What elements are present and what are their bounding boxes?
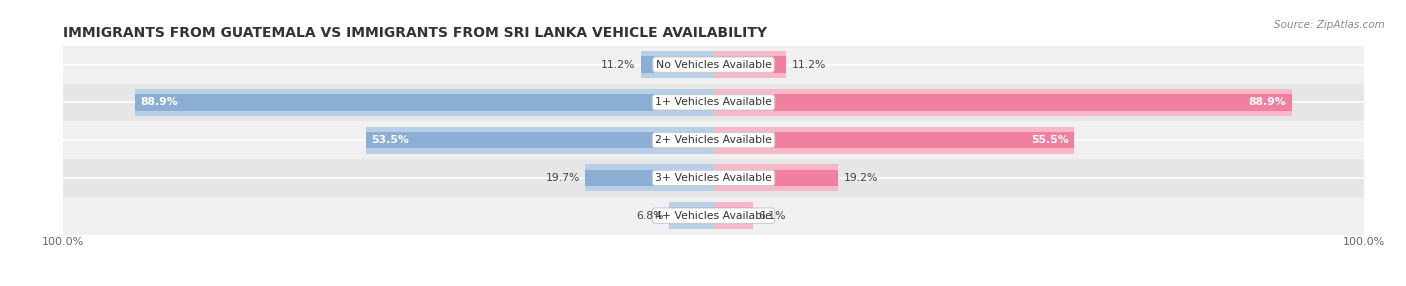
Bar [713, 51, 786, 78]
Bar [713, 164, 838, 192]
Bar [63, 46, 1364, 84]
Bar [713, 126, 1074, 154]
Bar [713, 89, 1292, 116]
Bar [585, 170, 713, 186]
Bar [713, 132, 1074, 148]
Bar [713, 202, 754, 229]
Bar [63, 121, 1364, 159]
Text: 88.9%: 88.9% [1249, 98, 1286, 107]
Bar [135, 89, 713, 116]
Text: 55.5%: 55.5% [1032, 135, 1069, 145]
Bar [135, 94, 713, 111]
Text: 2+ Vehicles Available: 2+ Vehicles Available [655, 135, 772, 145]
Bar [63, 197, 1364, 235]
Bar [366, 132, 713, 148]
Text: 3+ Vehicles Available: 3+ Vehicles Available [655, 173, 772, 183]
Bar [63, 84, 1364, 121]
Bar [713, 170, 838, 186]
Text: 88.9%: 88.9% [141, 98, 179, 107]
Text: No Vehicles Available: No Vehicles Available [655, 60, 772, 69]
Text: IMMIGRANTS FROM GUATEMALA VS IMMIGRANTS FROM SRI LANKA VEHICLE AVAILABILITY: IMMIGRANTS FROM GUATEMALA VS IMMIGRANTS … [63, 26, 768, 40]
Bar [63, 159, 1364, 197]
Bar [669, 202, 713, 229]
Text: 19.2%: 19.2% [844, 173, 877, 183]
Bar [713, 207, 754, 224]
Bar [713, 94, 1292, 111]
Text: 6.8%: 6.8% [637, 211, 664, 221]
Text: 11.2%: 11.2% [792, 60, 825, 69]
Bar [641, 56, 713, 73]
Bar [366, 126, 713, 154]
Bar [669, 207, 713, 224]
Bar [585, 164, 713, 192]
Text: 6.1%: 6.1% [758, 211, 786, 221]
Text: 1+ Vehicles Available: 1+ Vehicles Available [655, 98, 772, 107]
Text: 19.7%: 19.7% [546, 173, 581, 183]
Bar [641, 51, 713, 78]
Text: Source: ZipAtlas.com: Source: ZipAtlas.com [1274, 20, 1385, 30]
Bar [713, 56, 786, 73]
Text: 11.2%: 11.2% [602, 60, 636, 69]
Text: 53.5%: 53.5% [371, 135, 409, 145]
Text: 4+ Vehicles Available: 4+ Vehicles Available [655, 211, 772, 221]
